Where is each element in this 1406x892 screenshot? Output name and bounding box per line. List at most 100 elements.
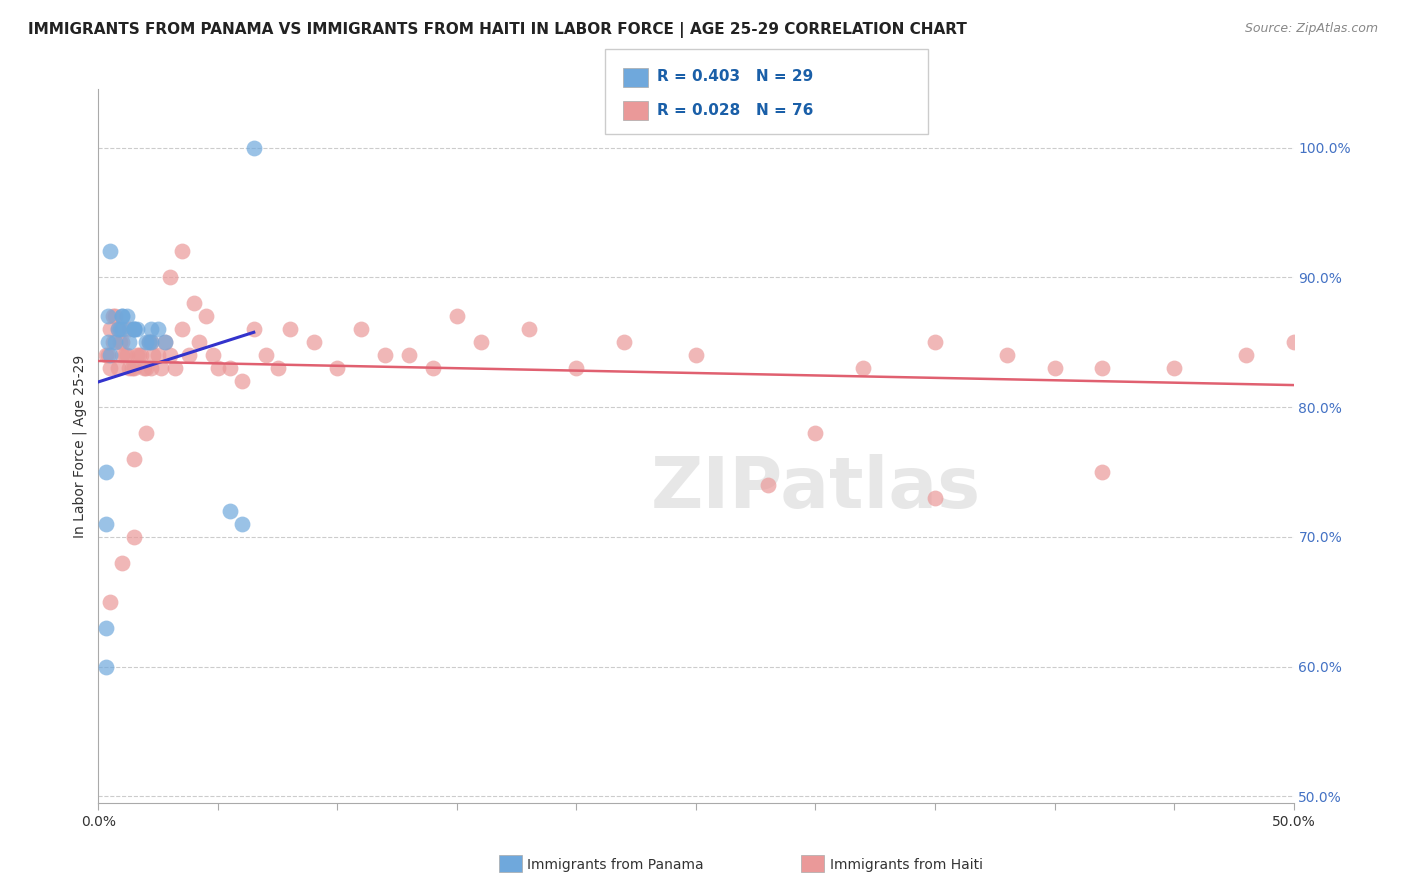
Point [124,322,146,336]
Point [187,335,209,350]
Text: Source: ZipAtlas.com: Source: ZipAtlas.com [1244,22,1378,36]
Point [138,335,160,350]
Point [995,348,1018,362]
Point [1091,361,1114,376]
Point [98,595,122,609]
Point [446,310,468,324]
Point [115,310,138,324]
Point [101,310,124,324]
Point [155,335,177,350]
Point [125,348,148,362]
Text: R = 0.028   N = 76: R = 0.028 N = 76 [657,103,813,118]
Point [565,361,588,376]
Point [131,348,153,362]
Point [194,310,217,324]
Point [219,504,242,518]
Point [149,361,172,376]
Point [97,335,120,350]
Point [804,425,827,440]
Point [115,348,138,362]
Point [118,361,141,376]
Point [111,310,134,324]
Point [231,516,253,531]
Point [148,322,170,336]
Point [94,659,117,673]
Point [613,335,636,350]
Point [124,452,146,467]
Point [111,348,134,362]
Point [1282,335,1305,350]
Point [135,361,157,376]
Point [243,322,266,336]
Point [756,478,779,492]
Point [108,322,131,336]
Point [142,348,165,362]
Point [107,322,129,336]
Point [104,335,127,350]
Point [1234,348,1257,362]
Point [1043,361,1066,376]
Point [852,361,875,376]
Point [94,516,117,531]
Point [97,310,120,324]
Point [172,322,194,336]
Point [111,322,134,336]
Point [101,335,124,350]
Point [108,335,131,350]
Point [128,348,150,362]
Point [254,348,277,362]
Point [685,348,707,362]
Text: ZIPatlas: ZIPatlas [651,454,980,524]
Point [326,361,349,376]
Text: Immigrants from Haiti: Immigrants from Haiti [830,858,983,872]
Point [350,322,373,336]
Point [135,335,157,350]
Point [139,361,162,376]
Point [202,348,225,362]
Point [121,361,143,376]
Point [98,361,122,376]
Point [125,322,148,336]
Point [179,348,201,362]
Point [422,361,444,376]
Point [267,361,290,376]
Point [159,270,181,285]
Point [104,310,127,324]
Point [219,361,242,376]
Point [207,361,229,376]
Point [1091,465,1114,479]
Point [124,361,146,376]
Text: Immigrants from Panama: Immigrants from Panama [527,858,704,872]
Point [111,310,134,324]
Point [107,361,129,376]
Point [517,322,540,336]
Point [94,621,117,635]
Point [124,322,146,336]
Point [139,322,162,336]
Text: R = 0.403   N = 29: R = 0.403 N = 29 [657,70,813,84]
Point [924,491,946,505]
Point [111,335,134,350]
Point [163,361,186,376]
Point [118,335,141,350]
Point [159,348,181,362]
Point [278,322,301,336]
Point [107,322,129,336]
Point [138,335,160,350]
Point [172,244,194,259]
Point [139,335,162,350]
Point [148,348,170,362]
Point [114,348,136,362]
Point [124,530,146,544]
Point [398,348,420,362]
Point [231,374,253,388]
Text: IMMIGRANTS FROM PANAMA VS IMMIGRANTS FROM HAITI IN LABOR FORCE | AGE 25-29 CORRE: IMMIGRANTS FROM PANAMA VS IMMIGRANTS FRO… [28,22,967,38]
Point [124,322,146,336]
Point [470,335,492,350]
Point [94,465,117,479]
Point [98,348,122,362]
Point [243,140,266,154]
Point [111,556,134,570]
Point [183,296,205,310]
Point [1163,361,1185,376]
